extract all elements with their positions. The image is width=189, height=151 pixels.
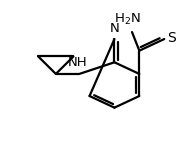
Text: S: S: [167, 31, 176, 45]
Text: NH: NH: [68, 56, 88, 69]
Text: N: N: [110, 22, 119, 35]
Text: H$_2$N: H$_2$N: [114, 12, 141, 27]
